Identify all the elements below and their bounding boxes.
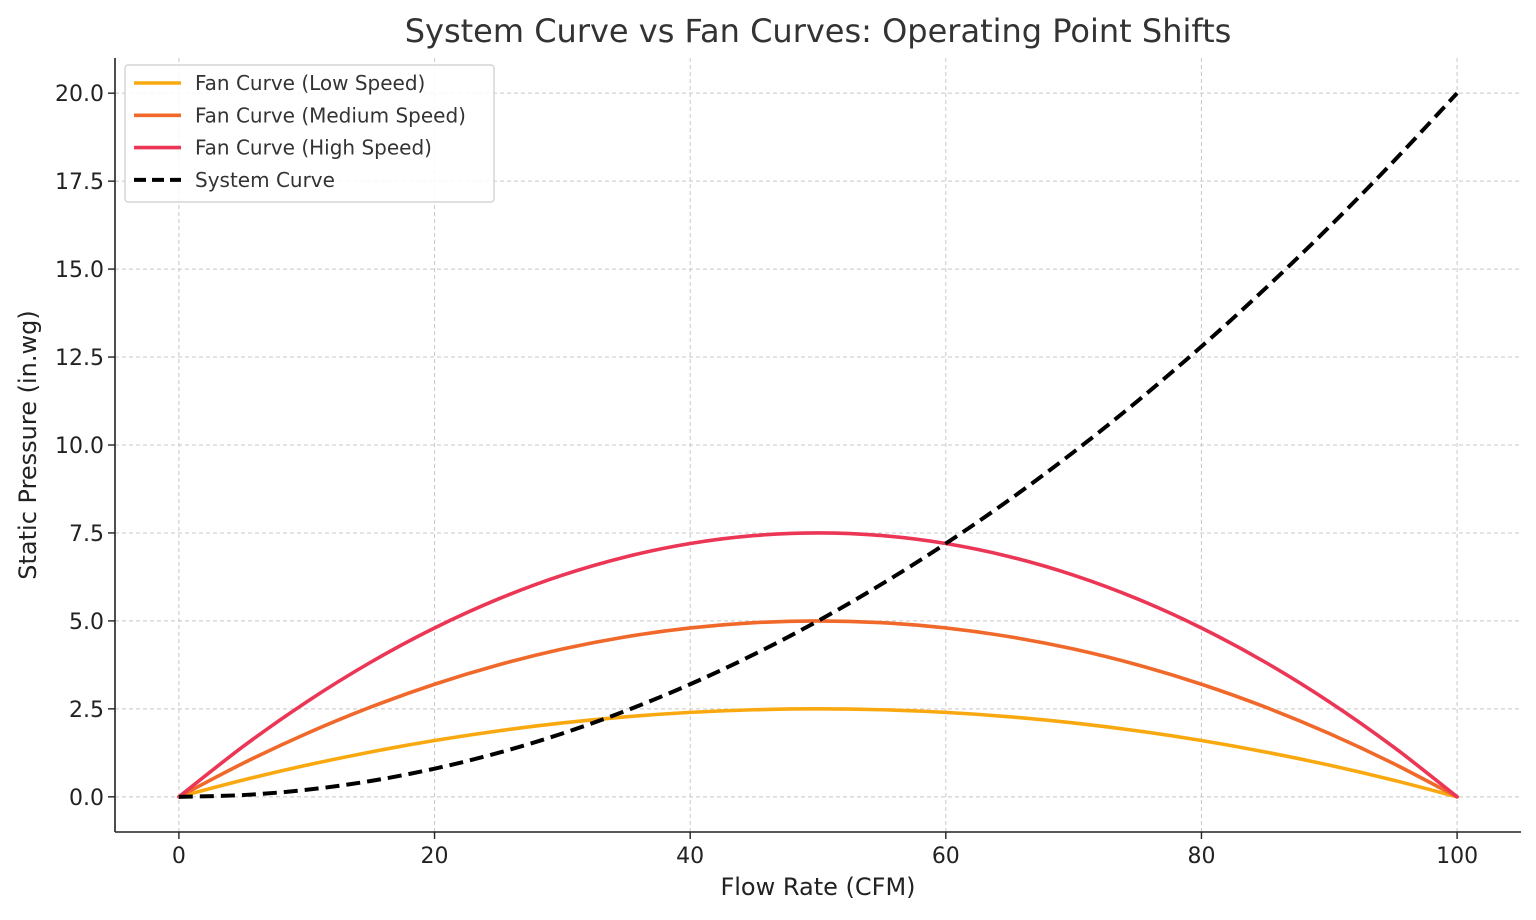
y-tick-label: 0.0: [69, 786, 104, 811]
y-tick-label: 20.0: [55, 82, 104, 107]
axis-ticks: 0 20 40 60 80 100 0.0 2.5 5.0 7.5 10.0 12.5 15.0 17.5…: [55, 82, 1478, 869]
y-tick-label: 15.0: [55, 258, 104, 283]
x-axis-label: Flow Rate (CFM): [720, 873, 915, 901]
y-tick-label: 7.5: [69, 522, 104, 547]
x-tick-label: 60: [932, 844, 960, 869]
x-tick-label: 100: [1436, 844, 1478, 869]
legend-label-system-curve: System Curve: [195, 168, 335, 192]
series-line-system-curve: [178, 91, 1459, 799]
grid-lines: [115, 58, 1521, 832]
x-tick-label: 0: [172, 844, 186, 869]
y-tick-label: 17.5: [55, 170, 104, 195]
series-lines: [177, 91, 1459, 799]
x-tick-label: 20: [421, 844, 449, 869]
legend-label-fan-curve-high-speed: Fan Curve (High Speed): [195, 136, 432, 160]
chart-title: System Curve vs Fan Curves: Operating Po…: [405, 12, 1232, 50]
y-tick-label: 10.0: [55, 434, 104, 459]
legend-entries: Fan Curve (Low Speed) Fan Curve (Medium S…: [134, 71, 466, 192]
legend-label-fan-curve-medium-speed: Fan Curve (Medium Speed): [195, 103, 466, 127]
x-tick-label: 80: [1187, 844, 1215, 869]
legend: Fan Curve (Low Speed) Fan Curve (Medium S…: [124, 64, 495, 203]
y-tick-label: 2.5: [69, 698, 104, 723]
x-tick-label: 40: [676, 844, 704, 869]
series-line-fan-curve-high-speed: [177, 531, 1459, 799]
y-axis-label: Static Pressure (in.wg): [14, 310, 42, 579]
y-tick-label: 12.5: [55, 346, 104, 371]
legend-label-fan-curve-low-speed: Fan Curve (Low Speed): [195, 71, 425, 95]
series-line-fan-curve-low-speed: [177, 707, 1459, 799]
y-tick-label: 5.0: [69, 610, 104, 635]
legend-box: [124, 64, 495, 203]
series-line-fan-curve-medium-speed: [177, 619, 1459, 799]
